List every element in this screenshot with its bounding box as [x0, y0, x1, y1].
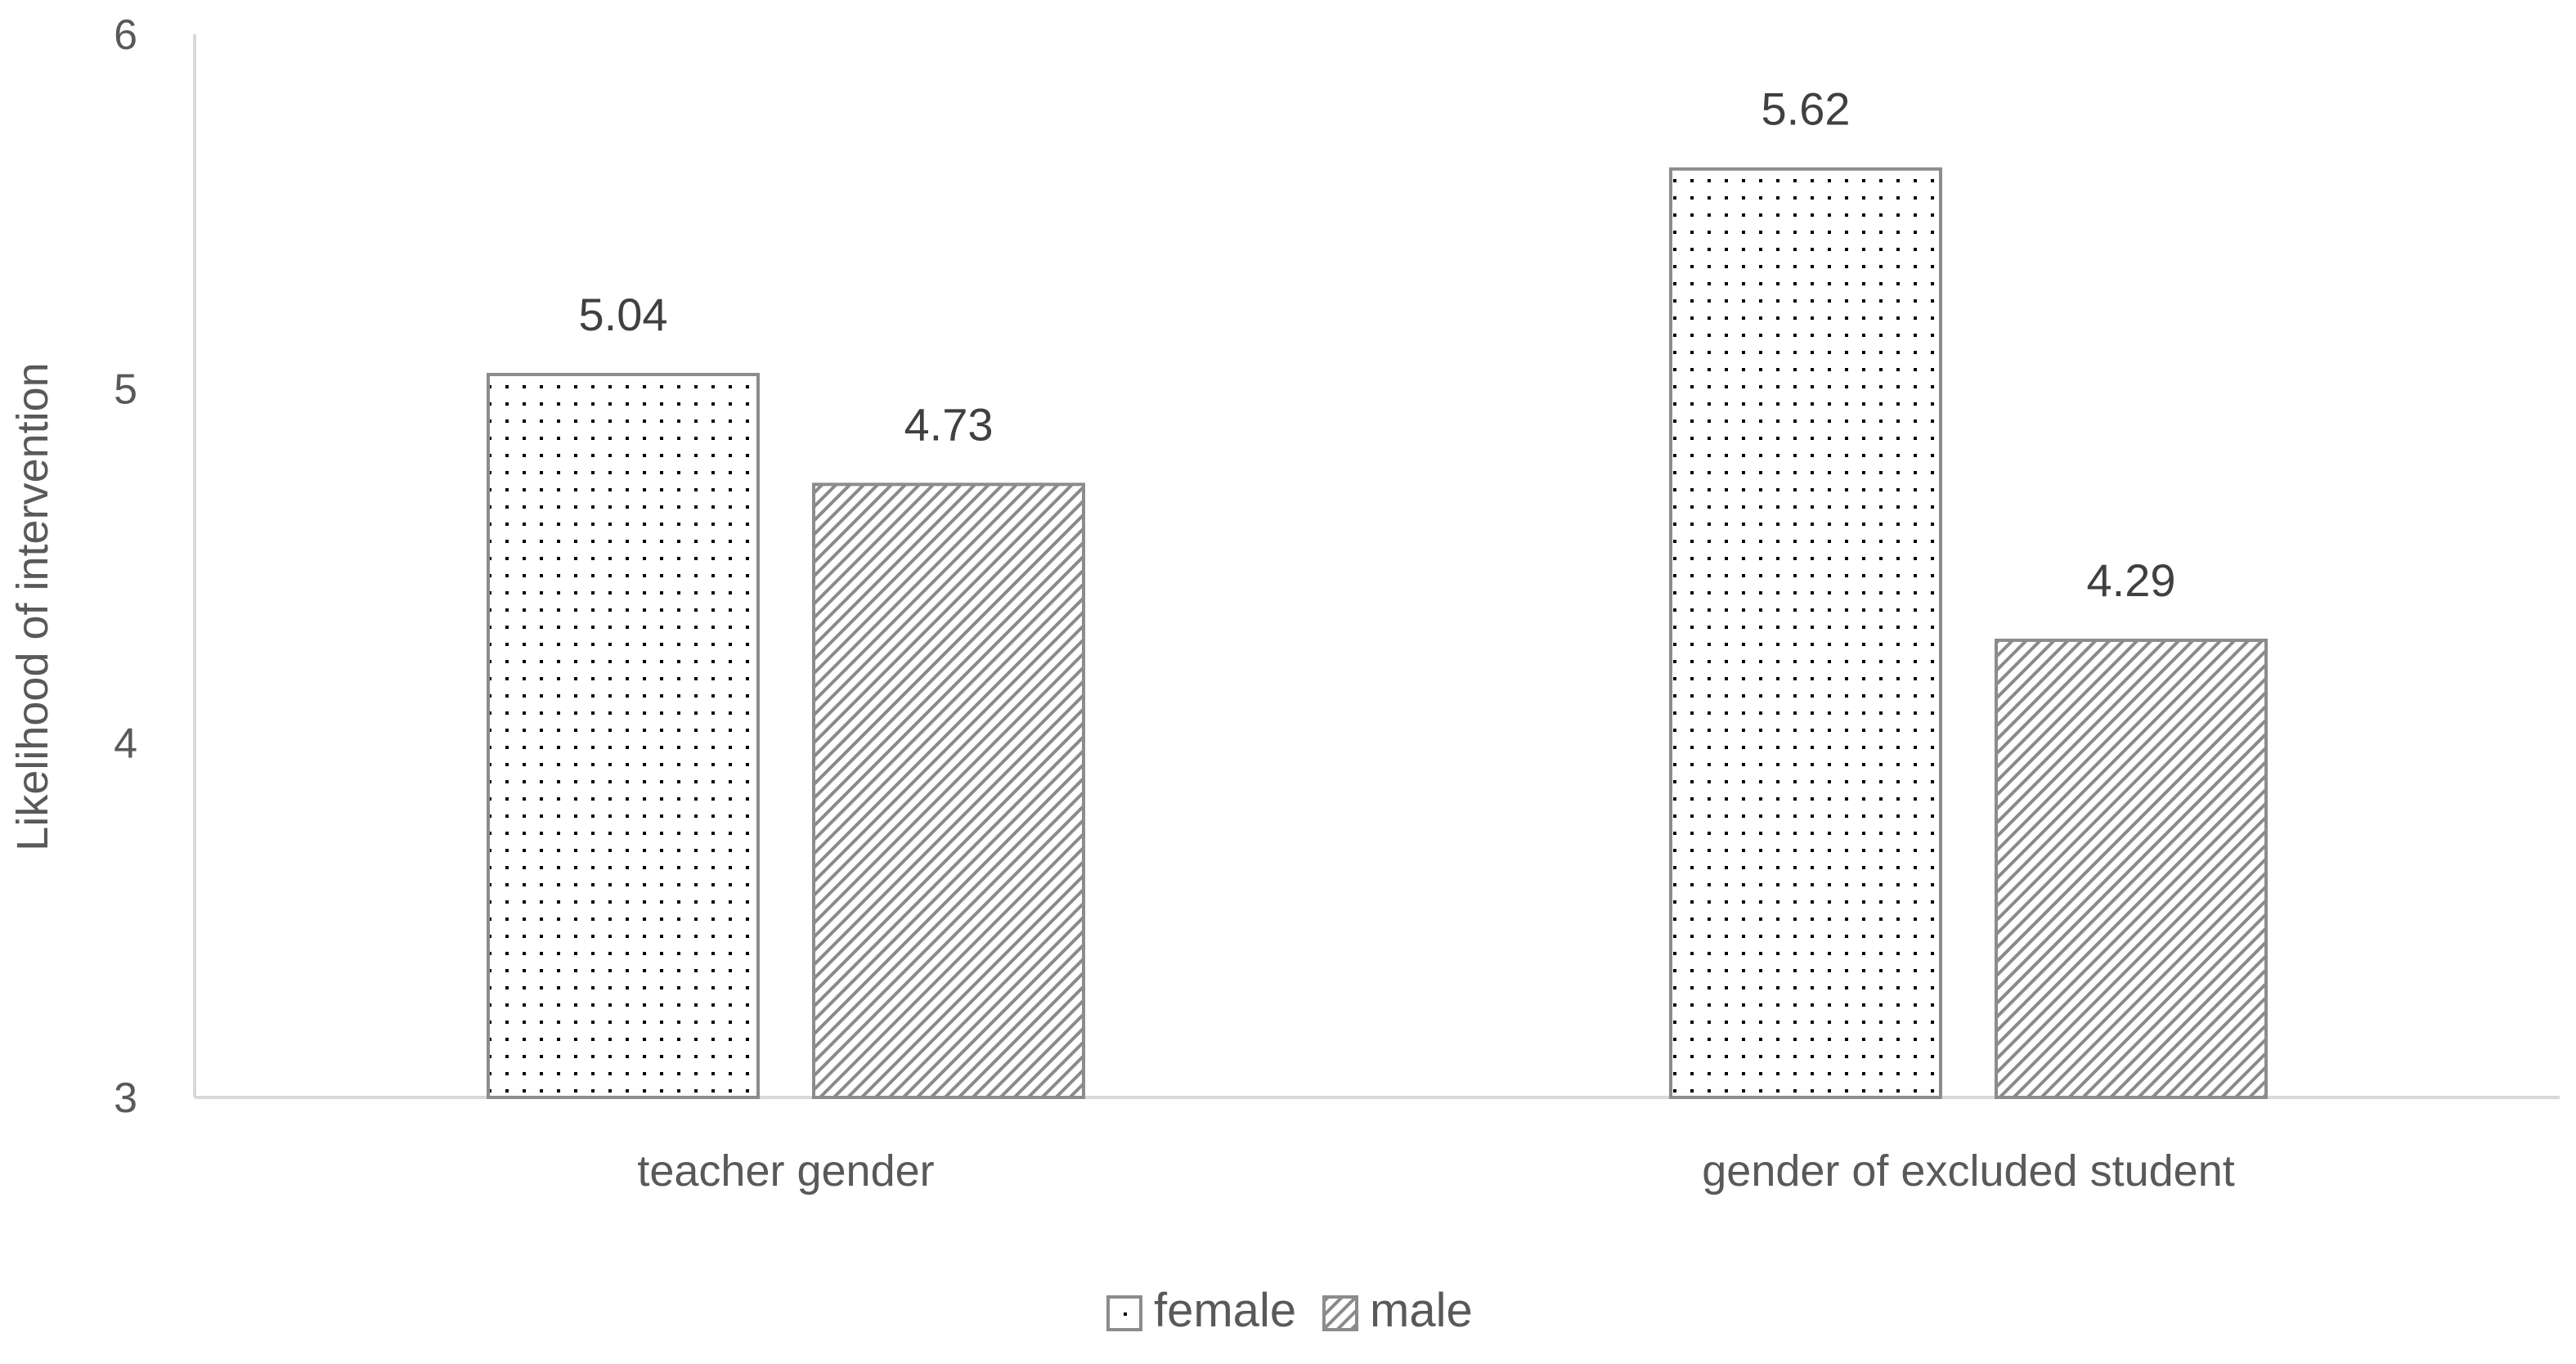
legend-swatch-female: [1106, 1295, 1142, 1331]
data-label: 4.29: [2087, 554, 2176, 606]
y-axis-title: Likelihood of intervention: [8, 362, 57, 850]
legend: female male: [1106, 1284, 1473, 1337]
data-label: 4.73: [904, 398, 994, 450]
bar-female: [1669, 167, 1942, 1100]
data-label: 5.04: [579, 289, 668, 340]
legend-label-male: male: [1370, 1284, 1473, 1337]
bar-male: [1995, 639, 2268, 1099]
bar-male: [812, 482, 1085, 1099]
y-tick-label: 6: [114, 11, 137, 59]
data-labels: 5.04 4.73 5.62 4.29: [579, 83, 2176, 606]
y-tick-label: 4: [114, 720, 137, 768]
y-tick-label: 3: [114, 1075, 137, 1122]
data-label: 5.62: [1761, 83, 1851, 135]
bars: [487, 167, 2268, 1100]
bar-female: [487, 373, 760, 1099]
x-category-label: teacher gender: [637, 1146, 934, 1196]
y-tick-label: 5: [114, 366, 137, 413]
legend-swatch-male: [1322, 1295, 1358, 1331]
legend-label-female: female: [1154, 1284, 1296, 1337]
x-category-label: gender of excluded student: [1702, 1146, 2234, 1196]
